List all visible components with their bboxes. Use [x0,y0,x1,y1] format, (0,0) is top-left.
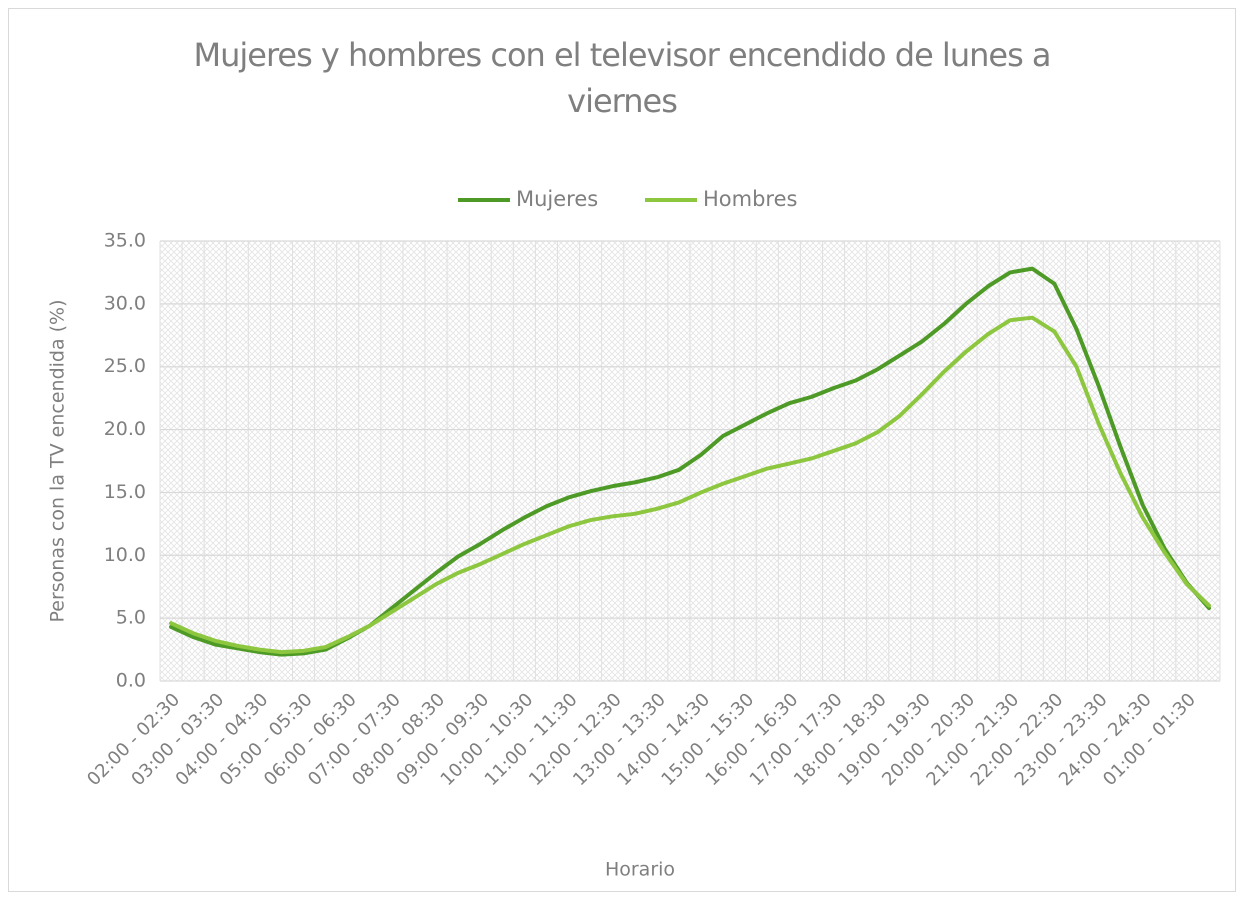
y-tick-label: 15.0 [104,481,146,503]
series-line [169,315,1211,655]
y-tick-label: 25.0 [104,355,146,377]
chart-title: Mujeres y hombres con el televisor encen… [193,36,1051,120]
y-tick-label: 0.0 [116,670,146,692]
legend-label: Hombres [703,187,797,211]
chart-frame [8,8,1236,892]
y-axis-label: Personas con la TV encendida (%) [47,299,69,622]
x-axis-label: Horario [605,859,675,881]
y-tick-label: 5.0 [116,607,146,629]
y-tick-label: 35.0 [104,230,146,252]
y-tick-label: 10.0 [104,544,146,566]
legend-label: Mujeres [516,187,598,211]
y-tick-label: 20.0 [104,418,146,440]
y-tick-label: 30.0 [104,292,146,314]
